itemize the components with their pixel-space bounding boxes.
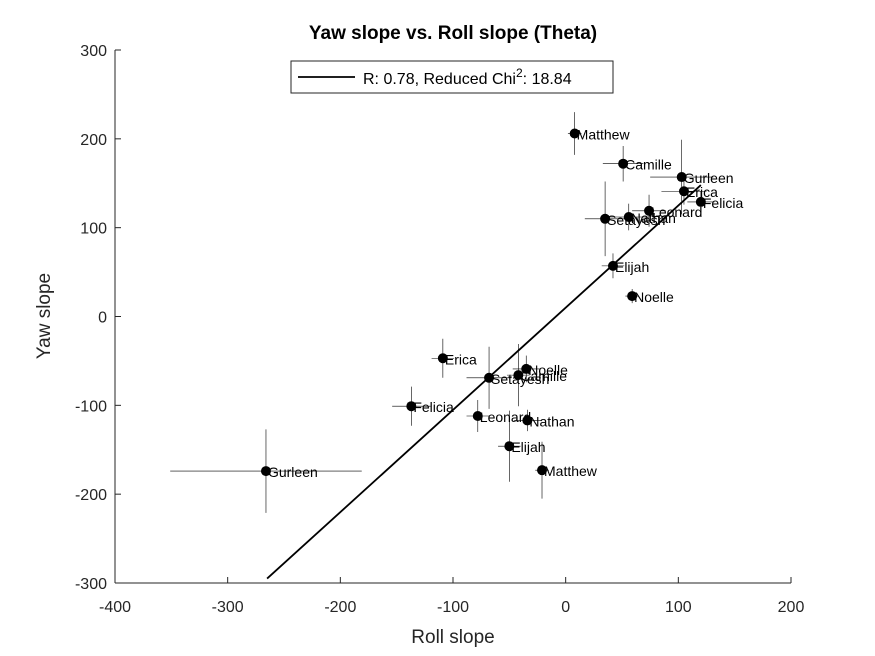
point-label: Erica: [445, 351, 477, 367]
point-label: Leonard: [651, 204, 702, 220]
data-point: [644, 205, 655, 216]
data-point: [676, 172, 687, 183]
legend-text-prefix: R: 0.78, Reduced Chi: [363, 71, 516, 88]
y-tick-label: 0: [98, 310, 107, 327]
x-tick-label: -100: [437, 599, 469, 616]
point-label: Felicia: [413, 399, 454, 415]
point-label: Setayesh: [491, 371, 549, 387]
data-point: [627, 291, 638, 302]
point-label: Nathan: [529, 413, 574, 429]
y-tick-label: 200: [80, 132, 107, 149]
data-point: [607, 260, 618, 271]
fit-line: [266, 184, 702, 580]
data-point: [521, 363, 532, 374]
y-tick-label: -200: [75, 487, 107, 504]
data-point: [695, 196, 706, 207]
chart-title: Yaw slope vs. Roll slope (Theta): [309, 23, 597, 44]
x-tick-label: 100: [665, 599, 692, 616]
data-point: [569, 128, 580, 139]
data-point: [504, 441, 515, 452]
point-label: Leonard: [480, 409, 531, 425]
data-point: [522, 415, 533, 426]
x-tick-label: -200: [324, 599, 356, 616]
x-tick-label: -400: [99, 599, 131, 616]
x-axis-label: Roll slope: [411, 627, 494, 648]
point-label: Gurleen: [684, 170, 734, 186]
point-label: Setayesh: [607, 212, 665, 228]
legend: R: 0.78, Reduced Chi2: 18.84: [290, 60, 614, 94]
data-point: [437, 353, 448, 364]
x-tick-label: -300: [212, 599, 244, 616]
point-label: Matthew: [544, 463, 598, 479]
point-label: Erica: [686, 184, 718, 200]
data-points: [260, 128, 706, 477]
y-tick-label: -300: [75, 576, 107, 593]
data-point: [472, 410, 483, 421]
y-tick-label: 100: [80, 221, 107, 238]
legend-text-suffix: : 18.84: [523, 71, 572, 88]
data-point: [537, 465, 548, 476]
point-label: Matthew: [577, 127, 631, 143]
point-label: Gurleen: [268, 464, 318, 480]
point-label: Camille: [520, 368, 567, 384]
x-tick-label: 200: [778, 599, 805, 616]
x-tick-label: 0: [561, 599, 570, 616]
point-label: Nathan: [631, 210, 676, 226]
data-point: [678, 186, 689, 197]
y-axis-label: Yaw slope: [34, 273, 55, 359]
data-point: [513, 370, 524, 381]
point-label: Felicia: [703, 195, 744, 211]
point-labels: MatthewCamilleGurleenEricaFeliciaLeonard…: [268, 127, 744, 481]
data-point: [406, 401, 417, 412]
data-point: [623, 212, 634, 223]
legend-text-superscript: 2: [516, 66, 523, 80]
data-point: [600, 213, 611, 224]
y-tick-label: 300: [80, 43, 107, 60]
fit-line-group: [266, 184, 702, 580]
data-point: [260, 466, 271, 477]
y-tick-label: -100: [75, 398, 107, 415]
data-point: [618, 158, 629, 169]
legend-text: R: 0.78, Reduced Chi2: 18.84: [363, 66, 572, 88]
point-label: Noelle: [528, 362, 568, 378]
data-point: [484, 372, 495, 383]
point-label: Elijah: [615, 259, 649, 275]
point-label: Elijah: [511, 439, 545, 455]
point-label: Noelle: [634, 289, 674, 305]
axes: -400 -300 -200 -100 0 100 200 -300 -200 -100 0 100 2…: [75, 43, 804, 616]
point-label: Camille: [625, 157, 672, 173]
